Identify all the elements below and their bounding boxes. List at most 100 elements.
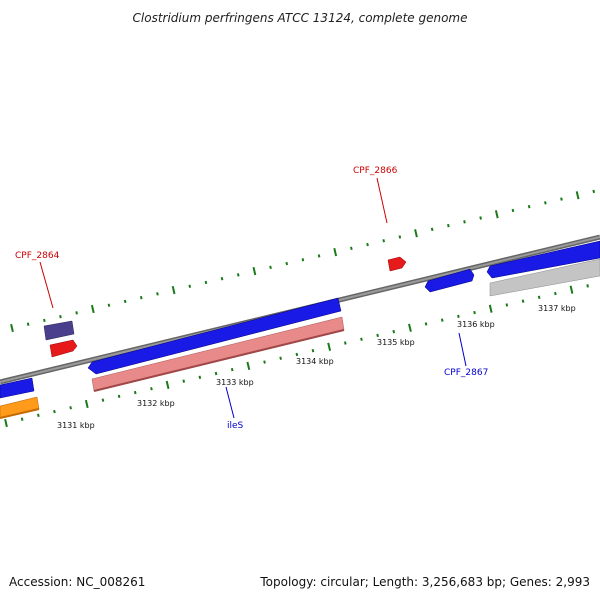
iles-leader [225, 386, 235, 419]
kbp-label: 3133 kbp [216, 378, 254, 387]
scale-tick [43, 318, 46, 323]
scale-tick [440, 318, 444, 322]
scale-tick [521, 299, 525, 303]
gene-left-orange[interactable] [0, 396, 40, 419]
scale-tick [246, 361, 251, 371]
scale-tick [20, 417, 24, 421]
upper-tick-track [10, 189, 596, 333]
scale-tick [569, 285, 574, 294]
scale-tick [90, 304, 95, 314]
scale-tick [511, 208, 515, 213]
scale-tick [69, 406, 72, 410]
gene-forward-right[interactable] [486, 240, 600, 279]
gene-cpf2864[interactable] [49, 339, 78, 358]
scale-tick [544, 201, 547, 205]
scale-tick [236, 273, 240, 277]
gene-rna-feature[interactable] [43, 320, 75, 341]
cpf2866-leader [376, 177, 388, 224]
scale-tick [344, 341, 347, 345]
scale-tick [263, 360, 266, 364]
scale-tick [327, 342, 332, 351]
kbp-label: 3137 kbp [538, 304, 576, 313]
scale-tick [311, 348, 315, 353]
scale-tick [333, 247, 338, 257]
scale-tick [252, 266, 257, 276]
scale-tick [301, 258, 305, 262]
scale-tick [586, 284, 589, 288]
scale-tick [295, 352, 299, 357]
scale-tick [360, 337, 363, 341]
scale-tick [350, 246, 353, 251]
kbp-label: 3131 kbp [57, 421, 95, 430]
scale-tick [527, 204, 531, 209]
scale-tick [53, 409, 56, 414]
scale-tick [101, 398, 105, 402]
scale-tick [156, 292, 159, 296]
gene-cpf2866[interactable] [387, 256, 407, 272]
cpf2867-leader [458, 332, 467, 367]
scale-tick [139, 295, 143, 300]
scale-tick [279, 356, 282, 360]
scale-tick [488, 304, 493, 313]
scale-tick [457, 314, 460, 319]
accession-text: Accession: NC_008261 [9, 575, 145, 589]
cpf2866-label[interactable]: CPF_2866 [353, 166, 398, 176]
scale-tick [560, 197, 563, 201]
scale-tick [392, 329, 396, 334]
scale-tick [123, 299, 127, 304]
scale-tick [37, 413, 40, 418]
scale-tick [165, 380, 170, 390]
scale-tick [398, 235, 402, 239]
scale-tick [150, 387, 153, 391]
scale-tick [554, 291, 557, 296]
scale-tick [214, 371, 218, 376]
scale-tick [366, 242, 369, 247]
lower-tick-track [4, 284, 589, 428]
scale-tick [198, 375, 202, 380]
iles-label[interactable]: ileS [227, 421, 244, 431]
scale-tick [230, 367, 234, 372]
kbp-label: 3132 kbp [137, 399, 175, 408]
gene-left-blue[interactable] [0, 377, 35, 399]
scale-tick [182, 379, 186, 383]
scale-tick [188, 284, 192, 288]
scale-tick [107, 303, 111, 307]
scale-tick [26, 322, 30, 326]
scale-tick [414, 229, 418, 238]
scale-tick [494, 210, 499, 219]
scale-tick [204, 280, 208, 285]
scale-tick [408, 323, 412, 332]
scale-tick [505, 303, 509, 307]
genome-summary-text: Topology: circular; Length: 3,256,683 bp… [259, 575, 590, 589]
scale-tick [376, 333, 379, 338]
kbp-label: 3135 kbp [377, 338, 415, 347]
scale-tick [4, 418, 8, 428]
scale-tick [447, 223, 450, 228]
scale-tick [59, 314, 62, 319]
cpf2864-leader [39, 261, 54, 309]
scale-tick [117, 394, 121, 399]
scale-tick [592, 189, 596, 194]
scale-tick [220, 276, 224, 281]
scale-tick [317, 254, 321, 258]
scale-tick [537, 295, 541, 300]
gene-gray-feature[interactable] [489, 258, 600, 297]
scale-tick [10, 323, 14, 333]
scale-tick [463, 220, 466, 224]
gene-cpf2867[interactable] [424, 268, 475, 293]
scale-tick [84, 399, 89, 409]
map-title: Clostridium perfringens ATCC 13124, comp… [133, 11, 468, 25]
scale-tick [269, 265, 272, 270]
scale-tick [479, 216, 482, 220]
scale-tick [285, 261, 289, 266]
scale-tick [424, 322, 428, 326]
gene-long-forward[interactable] [87, 297, 342, 375]
scale-tick [171, 285, 176, 295]
scale-tick [75, 311, 78, 315]
cpf2864-label[interactable]: CPF_2864 [15, 251, 60, 261]
kbp-label: 3136 kbp [457, 320, 495, 329]
scale-tick [430, 227, 434, 232]
cpf2867-label[interactable]: CPF_2867 [444, 368, 488, 378]
scale-tick [133, 390, 137, 395]
